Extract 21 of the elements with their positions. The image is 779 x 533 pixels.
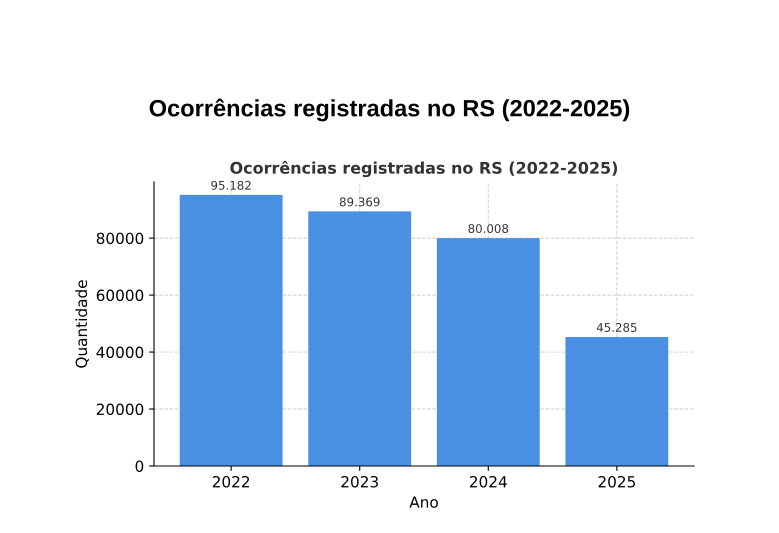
data-label: 89.369 — [340, 197, 380, 206]
x-tick-label: 2024 — [470, 476, 507, 488]
chart-subtitle: Ocorrências registradas no RS (2022-2025) — [230, 160, 618, 178]
y-axis-title: Quantidade — [75, 280, 89, 368]
data-label: 45.285 — [596, 323, 636, 332]
bar — [308, 211, 412, 466]
x-axis-title: Ano — [409, 496, 438, 508]
y-tick-label: 40000 — [96, 346, 144, 358]
bar — [565, 337, 668, 466]
bar — [436, 238, 540, 466]
y-tick-label: 0 — [136, 460, 144, 472]
x-tick-label: 2023 — [341, 476, 378, 488]
y-tick-label: 20000 — [96, 403, 144, 416]
bar — [180, 194, 283, 466]
data-label: 80.008 — [468, 224, 508, 234]
chart-title: Ocorrências registradas no RS (2022-2025) — [150, 98, 630, 122]
x-tick-label: 2022 — [212, 476, 250, 488]
y-tick-label: 60000 — [96, 290, 144, 302]
x-tick-label: 2025 — [598, 476, 635, 488]
y-tick-label: 80000 — [96, 232, 144, 244]
data-label: 95.182 — [211, 180, 251, 190]
